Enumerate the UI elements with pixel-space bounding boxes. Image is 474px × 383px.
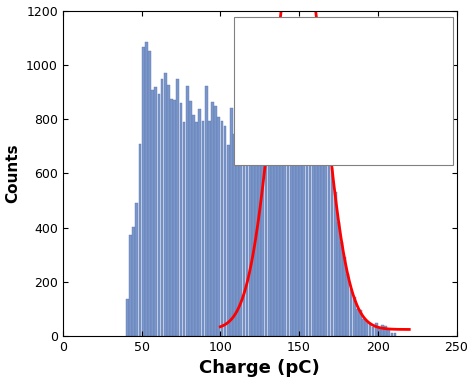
Bar [324, 112, 327, 336]
Bar [176, 79, 179, 336]
Bar [362, 319, 365, 336]
Bar [334, 192, 337, 336]
Bar [271, 138, 273, 336]
Bar [328, 137, 330, 336]
Bar [189, 101, 192, 336]
Bar [214, 106, 217, 336]
Bar [252, 126, 255, 336]
Bar [186, 86, 189, 336]
Bar [148, 51, 151, 336]
Bar [195, 122, 198, 336]
Bar [283, 126, 286, 336]
Bar [277, 144, 280, 336]
Bar [287, 138, 290, 336]
Bar [262, 136, 264, 336]
Bar [182, 121, 185, 336]
Bar [199, 110, 201, 336]
Bar [293, 126, 296, 336]
Bar [356, 309, 359, 336]
Bar [205, 86, 208, 336]
Bar [201, 121, 204, 336]
Bar [280, 132, 283, 336]
Bar [239, 116, 242, 336]
Bar [208, 121, 210, 336]
Bar [368, 323, 371, 336]
Bar [343, 257, 346, 336]
Bar [391, 333, 393, 336]
Bar [378, 328, 381, 336]
Bar [387, 329, 390, 336]
Bar [331, 168, 334, 336]
Bar [155, 87, 157, 336]
Bar [302, 24, 305, 336]
Bar [321, 81, 324, 336]
Bar [306, 24, 308, 336]
Bar [132, 227, 135, 336]
Bar [192, 115, 195, 336]
Bar [145, 42, 148, 336]
Bar [246, 130, 248, 336]
Bar [309, 24, 311, 336]
Bar [274, 136, 277, 336]
Bar [236, 138, 239, 336]
Bar [220, 121, 223, 336]
Bar [346, 274, 349, 336]
FancyBboxPatch shape [234, 17, 453, 165]
Bar [258, 119, 261, 336]
Bar [255, 101, 258, 336]
Bar [173, 100, 176, 336]
Bar [384, 326, 387, 336]
Bar [243, 141, 246, 336]
Bar [375, 323, 378, 336]
Bar [161, 79, 164, 336]
Bar [142, 47, 145, 336]
Bar [318, 48, 321, 336]
Bar [365, 321, 368, 336]
Bar [337, 222, 340, 336]
Bar [170, 99, 173, 336]
X-axis label: Charge (pC): Charge (pC) [199, 359, 320, 377]
Bar [372, 327, 374, 336]
Bar [164, 73, 166, 336]
Bar [129, 235, 132, 336]
Bar [315, 24, 318, 336]
Bar [230, 108, 233, 336]
Bar [233, 134, 236, 336]
Bar [136, 203, 138, 336]
Bar [394, 333, 396, 336]
Bar [157, 94, 160, 336]
Bar [340, 242, 343, 336]
Bar [312, 24, 315, 336]
Bar [381, 324, 384, 336]
Bar [218, 117, 220, 336]
Bar [350, 289, 352, 336]
Bar [264, 113, 267, 336]
Bar [180, 103, 182, 336]
Bar [299, 24, 302, 336]
Bar [126, 300, 129, 336]
Bar [138, 144, 141, 336]
Y-axis label: Counts: Counts [6, 144, 20, 203]
Bar [249, 128, 252, 336]
Bar [211, 102, 214, 336]
Bar [167, 85, 170, 336]
Bar [224, 126, 227, 336]
Bar [290, 137, 292, 336]
Bar [359, 310, 362, 336]
Bar [227, 144, 229, 336]
Bar [296, 24, 299, 336]
Bar [151, 90, 154, 336]
Bar [268, 117, 271, 336]
Bar [353, 298, 356, 336]
